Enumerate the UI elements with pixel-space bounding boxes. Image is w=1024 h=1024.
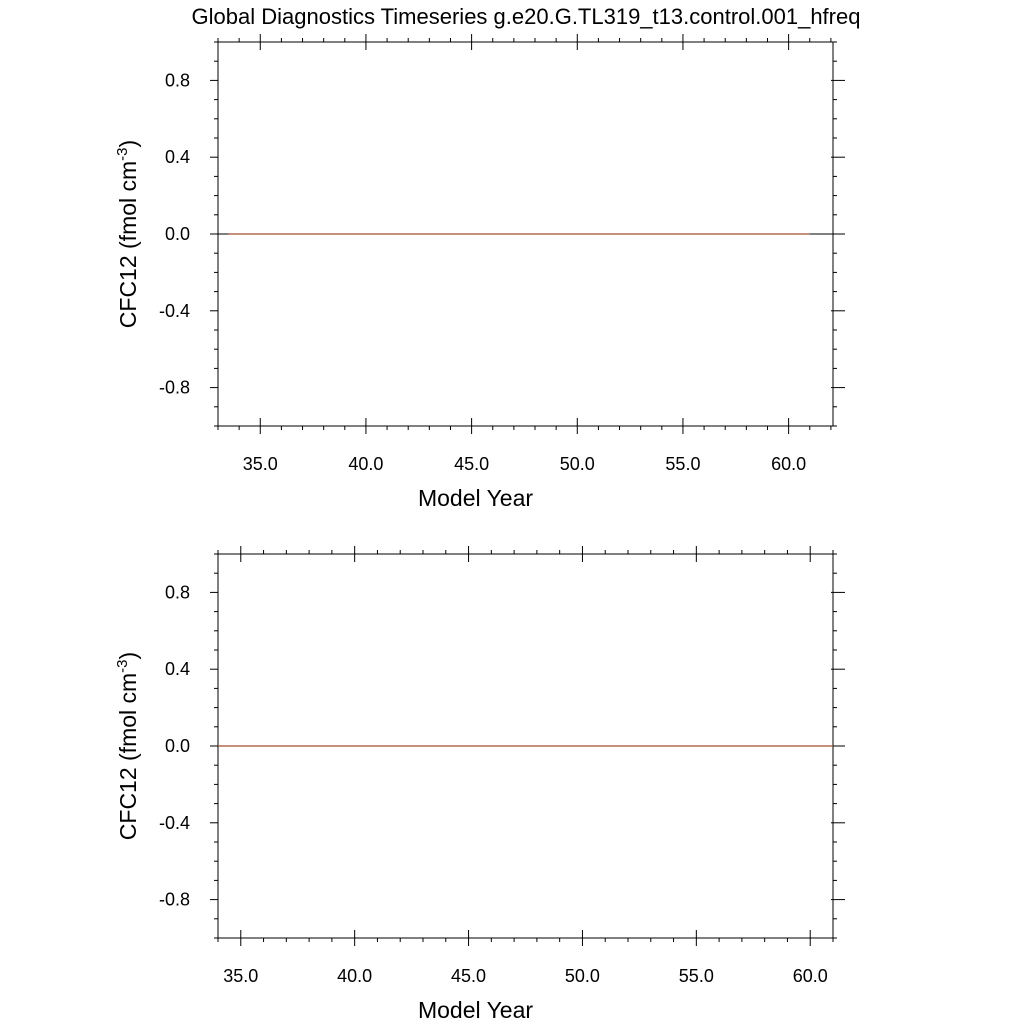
y-tick-label: 0.0 [165,224,190,244]
chart-panel-1: 35.0 40.0 45.0 50.0 55.0 60.0 0.8 0.4 0.0 -0.4 -0.… [114,34,845,511]
chart-panel-2: 35.0 40.0 45.0 50.0 55.0 60.0 0.8 0.4 0.0 -0.4 -0.… [114,546,845,1023]
x-axis-label: Model Year [418,485,533,511]
y-axis-label-superscript: -3 [114,147,131,160]
x-tick-label: 55.0 [679,966,714,986]
x-tick-label: 50.0 [565,966,600,986]
x-tick-label: 40.0 [337,966,372,986]
x-tick-label: 45.0 [454,454,489,474]
y-tick-label: 0.4 [165,659,190,679]
y-axis-label: CFC12 (fmol cm-3) [114,652,141,840]
x-tick-label: 40.0 [348,454,383,474]
y-axis-label-main: CFC12 (fmol cm [115,161,141,328]
x-tick-label: 50.0 [560,454,595,474]
y-axis-label-tail: ) [115,140,141,148]
y-tick-label: -0.8 [159,890,190,910]
x-axis-label: Model Year [418,997,533,1023]
y-tick-label: -0.4 [159,813,190,833]
x-tick-label: 45.0 [451,966,486,986]
x-tick-label: 60.0 [771,454,806,474]
y-tick-label: 0.8 [165,582,190,602]
y-axis-label-main: CFC12 (fmol cm [115,673,141,840]
y-tick-label: -0.4 [159,301,190,321]
x-tick-label: 60.0 [793,966,828,986]
y-tick-label: 0.8 [165,70,190,90]
y-tick-label: 0.4 [165,147,190,167]
y-tick-label: -0.8 [159,378,190,398]
y-axis-label-tail: ) [115,652,141,660]
y-axis-label-superscript: -3 [114,659,131,672]
x-tick-label: 35.0 [243,454,278,474]
x-tick-label: 55.0 [665,454,700,474]
x-tick-label: 35.0 [223,966,258,986]
figure-title: Global Diagnostics Timeseries g.e20.G.TL… [192,4,861,29]
y-axis-label: CFC12 (fmol cm-3) [114,140,141,328]
y-tick-label: 0.0 [165,736,190,756]
